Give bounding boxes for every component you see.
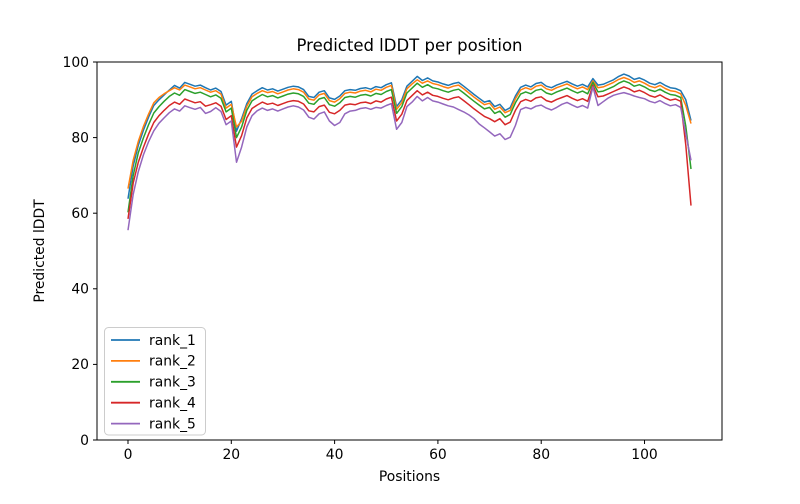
y-tick-label: 60: [71, 206, 89, 222]
y-tick-label: 20: [71, 357, 89, 373]
y-tick-label: 40: [71, 282, 89, 298]
legend-label-rank_2: rank_2: [149, 354, 196, 370]
series-line-rank_3: [127, 80, 692, 213]
legend-box: [104, 327, 206, 436]
y-axis-label: Predicted lDDT: [32, 199, 48, 303]
y-axis-ticks: 0 20 40 60 80 100: [62, 55, 97, 449]
legend-label-rank_3: rank_3: [149, 375, 196, 391]
legend-label-rank_1: rank_1: [149, 333, 196, 349]
x-tick-label: 100: [631, 447, 658, 463]
x-axis-ticks: 0 20 40 60 80 100: [124, 440, 658, 463]
x-tick-label: 20: [222, 447, 240, 463]
legend-label-rank_5: rank_5: [149, 416, 196, 432]
legend: rank_1 rank_2 rank_3 rank_4 rank_5: [104, 327, 206, 436]
y-tick-label: 80: [71, 130, 89, 146]
series-line-rank_4: [127, 84, 692, 220]
chart-title: Predicted lDDT per position: [296, 36, 522, 55]
legend-label-rank_4: rank_4: [149, 396, 196, 412]
series-line-rank_5: [127, 86, 692, 231]
plot-border: [96, 61, 723, 441]
y-tick-label: 0: [80, 433, 89, 449]
series-lines: [127, 73, 692, 231]
x-tick-label: 40: [326, 447, 344, 463]
x-axis-label: Positions: [379, 469, 440, 485]
x-tick-label: 80: [532, 447, 550, 463]
x-tick-label: 60: [429, 447, 447, 463]
y-tick-label: 100: [62, 55, 89, 71]
x-tick-label: 0: [124, 447, 133, 463]
series-line-rank_1: [127, 73, 692, 199]
series-line-rank_2: [127, 76, 692, 189]
